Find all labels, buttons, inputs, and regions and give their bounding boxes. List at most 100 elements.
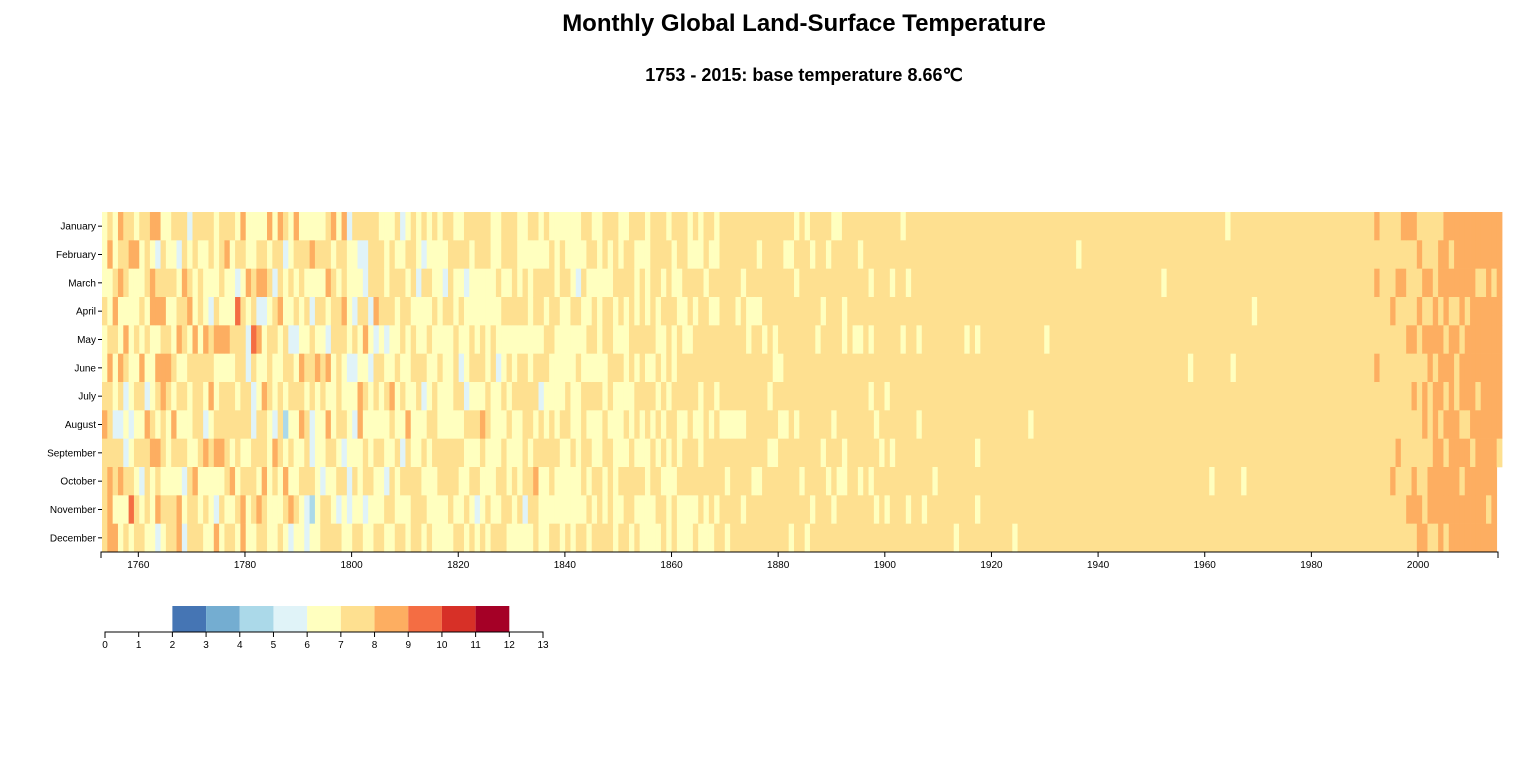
- heatmap-cell: [245, 212, 252, 241]
- heatmap-cell: [511, 240, 518, 269]
- heatmap-cell: [1464, 495, 1471, 524]
- heatmap-cell: [735, 438, 742, 468]
- heatmap-cell: [948, 410, 955, 439]
- heatmap-cell: [1177, 212, 1184, 241]
- heatmap-cell: [506, 523, 513, 553]
- heatmap-cell: [692, 410, 699, 439]
- heatmap-cell: [224, 297, 231, 326]
- heatmap-cell: [1102, 297, 1109, 326]
- heatmap-cell: [1262, 382, 1269, 411]
- heatmap-cell: [1406, 410, 1412, 439]
- heatmap-cell: [1166, 495, 1173, 524]
- heatmap-cell: [341, 495, 348, 524]
- heatmap-cell: [1033, 382, 1040, 411]
- heatmap-cell: [176, 410, 183, 439]
- heatmap-cell: [325, 297, 332, 326]
- heatmap-cell: [543, 495, 550, 524]
- heatmap-cell: [985, 240, 992, 269]
- heatmap-cell: [293, 297, 300, 326]
- heatmap-cell: [1427, 297, 1434, 326]
- heatmap-cell: [682, 297, 688, 326]
- heatmap-cell: [1235, 495, 1242, 524]
- heatmap-cell: [277, 495, 284, 524]
- heatmap-cell: [767, 438, 774, 468]
- heatmap-cell: [245, 240, 252, 269]
- heatmap-cell: [469, 240, 476, 269]
- heatmap-cell: [527, 353, 534, 383]
- heatmap-cell: [1230, 438, 1237, 468]
- heatmap-cell: [1209, 382, 1215, 411]
- heatmap-cell: [607, 495, 614, 524]
- heatmap-cell: [309, 240, 316, 269]
- heatmap-cell: [559, 212, 566, 241]
- heatmap-cell: [522, 410, 529, 439]
- heatmap-cell: [1038, 240, 1045, 269]
- heatmap-cell: [1273, 382, 1279, 411]
- heatmap-cell: [788, 382, 795, 411]
- heatmap-cell: [762, 410, 768, 439]
- heatmap-cell: [448, 495, 454, 524]
- heatmap-cell: [1432, 325, 1439, 354]
- heatmap-cell: [889, 268, 896, 298]
- heatmap-cell: [1150, 297, 1157, 326]
- heatmap-cell: [969, 382, 976, 411]
- heatmap-cell: [155, 297, 161, 326]
- heatmap-cell: [1070, 353, 1077, 383]
- heatmap-cell: [1155, 240, 1162, 269]
- x-tick-label: 1760: [127, 560, 150, 571]
- heatmap-cell: [1086, 268, 1093, 298]
- heatmap-cell: [1480, 325, 1487, 354]
- heatmap-cell: [1416, 268, 1423, 298]
- heatmap-cell: [1432, 438, 1439, 468]
- heatmap-cell: [1406, 382, 1412, 411]
- heatmap-cell: [975, 297, 981, 326]
- heatmap-cell: [437, 467, 444, 496]
- heatmap-cell: [1294, 325, 1301, 354]
- heatmap-cell: [1081, 353, 1088, 383]
- heatmap-cell: [1225, 268, 1231, 298]
- y-tick-label: March: [68, 278, 96, 289]
- heatmap-cell: [277, 268, 284, 298]
- heatmap-cell: [1454, 240, 1460, 269]
- heatmap-cell: [629, 297, 635, 326]
- heatmap-cell: [1336, 268, 1343, 298]
- heatmap-cell: [1459, 382, 1466, 411]
- heatmap-cell: [565, 353, 571, 383]
- heatmap-cell: [1315, 268, 1322, 298]
- heatmap-cell: [330, 523, 337, 553]
- heatmap-cell: [357, 268, 364, 298]
- heatmap-cell: [1038, 325, 1045, 354]
- heatmap-cell: [336, 382, 342, 411]
- heatmap-cell: [1315, 240, 1322, 269]
- heatmap-cell: [911, 495, 917, 524]
- heatmap-cell: [799, 268, 806, 298]
- heatmap-cell: [1246, 353, 1253, 383]
- heatmap-cell: [1273, 467, 1279, 496]
- heatmap-cell: [895, 382, 901, 411]
- heatmap-cell: [629, 410, 635, 439]
- heatmap-cell: [857, 438, 864, 468]
- heatmap-cell: [181, 240, 188, 269]
- heatmap-cell: [985, 495, 992, 524]
- heatmap-cell: [815, 495, 822, 524]
- heatmap-cell: [868, 297, 875, 326]
- heatmap-cell: [288, 212, 295, 241]
- heatmap-cell: [203, 438, 209, 468]
- heatmap-cell: [1001, 467, 1008, 496]
- heatmap-cell: [251, 523, 257, 553]
- heatmap-cell: [1070, 523, 1077, 553]
- heatmap-cell: [1129, 353, 1136, 383]
- heatmap-cell: [778, 523, 784, 553]
- heatmap-cell: [1022, 268, 1029, 298]
- heatmap-cell: [304, 297, 310, 326]
- heatmap-cell: [128, 495, 135, 524]
- heatmap-cell: [229, 523, 236, 553]
- heatmap-cell: [836, 523, 843, 553]
- heatmap-cell: [767, 212, 774, 241]
- heatmap-cell: [1352, 212, 1359, 241]
- x-tick-label: 1840: [554, 560, 577, 571]
- heatmap-cell: [767, 410, 774, 439]
- heatmap-cell: [1049, 410, 1056, 439]
- heatmap-cell: [554, 268, 561, 298]
- heatmap-cell: [1001, 212, 1008, 241]
